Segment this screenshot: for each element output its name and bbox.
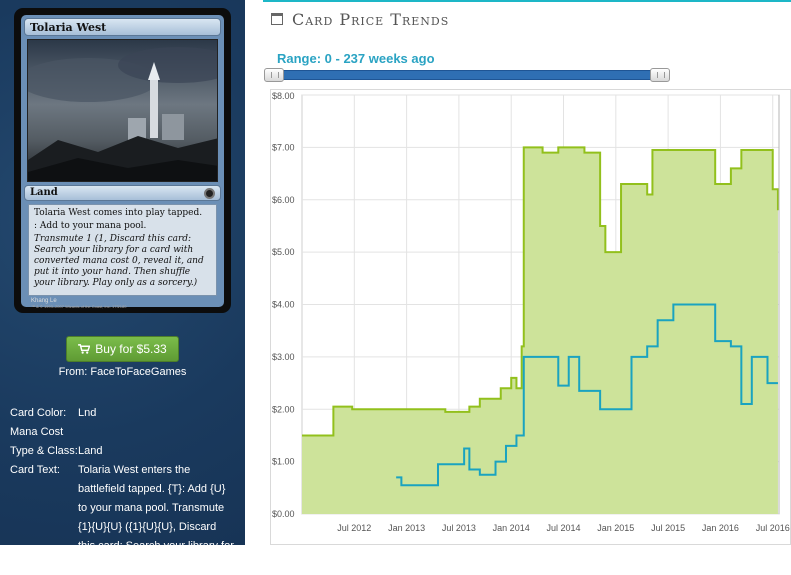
range-slider[interactable] [264, 68, 670, 82]
y-tick-label: $8.00 [272, 91, 295, 101]
section-header: Card Price Trends [271, 9, 450, 29]
card-type-line: Land [24, 185, 221, 201]
calendar-icon [271, 13, 283, 25]
card-text-box: Tolaria West comes into play tapped. : A… [28, 204, 217, 296]
x-tick-label: Jul 2012 [337, 523, 371, 533]
card-art [27, 39, 218, 182]
card-type-text: Land [30, 187, 58, 198]
x-tick-label: Jul 2016 [756, 523, 790, 533]
card-name: Tolaria West [24, 18, 221, 36]
info-key: Card Color: [10, 407, 67, 419]
series-retail-line [302, 146, 779, 437]
info-row-text: Card Text: Tolaria West enters the battl… [10, 461, 235, 575]
info-value: Tolaria West enters the battlefield tapp… [78, 464, 234, 571]
y-tick-label: $2.00 [272, 404, 295, 414]
y-tick-label: $7.00 [272, 142, 295, 152]
card-copyright: ™ & © 1993–2007 Wizards of the Coast, In… [31, 304, 127, 309]
series-retail-area [302, 147, 778, 514]
range-slider-start-handle[interactable] [264, 68, 284, 82]
price-trend-chart: $0.00 $1.00 $2.00 $3.00 $4.00 $5.00 $6.00 $7.00… [270, 89, 791, 545]
card-info-table: Card Color: Lnd Mana Cost Type & Class: … [10, 404, 235, 575]
card-rule-1: Tolaria West comes into play tapped. [34, 208, 203, 218]
seller-name: From: FaceToFaceGames [58, 366, 187, 378]
info-value [78, 423, 235, 442]
set-symbol-icon [204, 188, 215, 199]
info-row-type: Type & Class: Land [10, 442, 235, 461]
card-frame: Tolaria West [21, 15, 224, 309]
y-tick-label: $1.00 [272, 457, 295, 467]
x-tick-label: Jan 2016 [702, 523, 739, 533]
buy-button[interactable]: Buy for $5.33 [66, 336, 179, 362]
accent-divider [263, 0, 791, 2]
info-value: Land [78, 445, 103, 457]
info-value: Lnd [78, 407, 97, 419]
info-row-color: Card Color: Lnd [10, 404, 235, 423]
info-key: Type & Class: [10, 445, 78, 457]
y-tick-label: $3.00 [272, 352, 295, 362]
x-tick-label: Jul 2014 [546, 523, 580, 533]
info-key: Card Text: [10, 464, 60, 476]
card-rule-2: : Add to your mana pool. [34, 221, 147, 231]
info-key: Mana Cost [10, 426, 64, 438]
range-label: Range: 0 - 237 weeks ago [277, 51, 435, 66]
series-buylist-line [396, 303, 778, 487]
section-title: Card Price Trends [292, 9, 450, 29]
card-artist: Khang Le [31, 298, 57, 304]
x-tick-label: Jul 2013 [442, 523, 476, 533]
y-tick-label: $0.00 [272, 509, 295, 519]
y-tick-label: $6.00 [272, 195, 295, 205]
range-slider-end-handle[interactable] [650, 68, 670, 82]
x-tick-label: Jul 2015 [651, 523, 685, 533]
buy-button-label: Buy for $5.33 [95, 342, 167, 356]
x-tick-label: Jan 2014 [493, 523, 530, 533]
tower-landscape-art [28, 40, 217, 181]
card-sidebar: Tolaria West [0, 0, 245, 571]
y-tick-label: $5.00 [272, 247, 295, 257]
card-transmute: Transmute 1 (1, Discard this card: Searc… [34, 234, 204, 288]
x-tick-label: Jan 2013 [388, 523, 425, 533]
card-image: Tolaria West [14, 8, 231, 313]
cart-icon [78, 344, 91, 354]
y-tick-label: $4.00 [272, 300, 295, 310]
x-tick-label: Jan 2015 [597, 523, 634, 533]
info-row-mana-cost: Mana Cost [10, 423, 235, 442]
